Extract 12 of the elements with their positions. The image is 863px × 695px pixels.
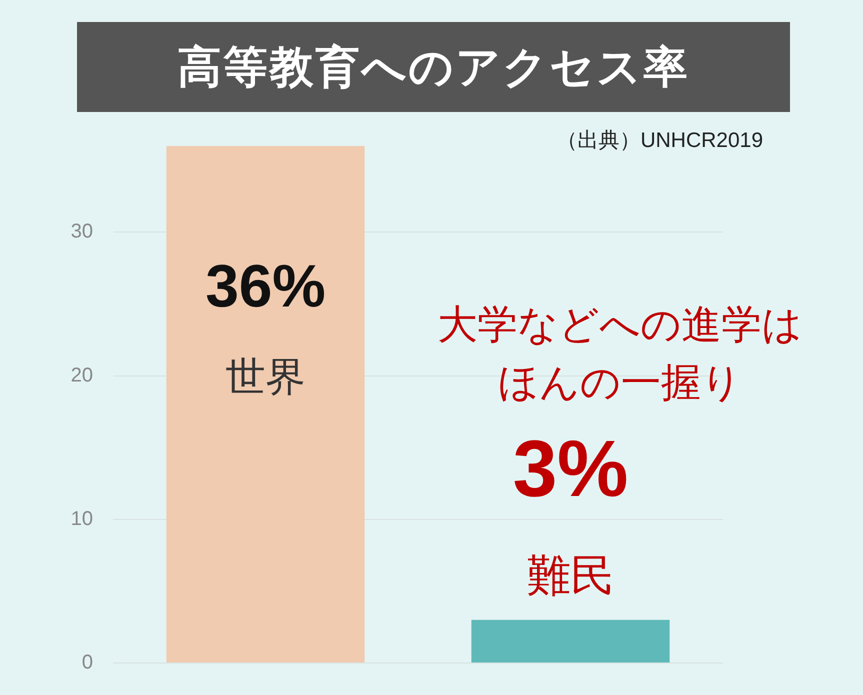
annotation: 大学などへの進学は [436, 301, 804, 350]
y-tick-label: 20 [70, 364, 93, 386]
data-label: 3% [512, 424, 628, 513]
data-label: 36% [205, 252, 326, 320]
annotation: ほんの一握り [497, 359, 743, 408]
y-tick-label: 0 [82, 652, 93, 674]
x-tick-label: 世界 [226, 354, 306, 400]
x-tick-label: 難民 [526, 550, 614, 602]
chart-title: 高等教育へのアクセス率 [77, 22, 790, 112]
y-tick-label: 10 [70, 508, 93, 530]
annotation: （出典）UNHCR2019 [556, 128, 763, 154]
y-tick-label: 30 [70, 220, 93, 243]
